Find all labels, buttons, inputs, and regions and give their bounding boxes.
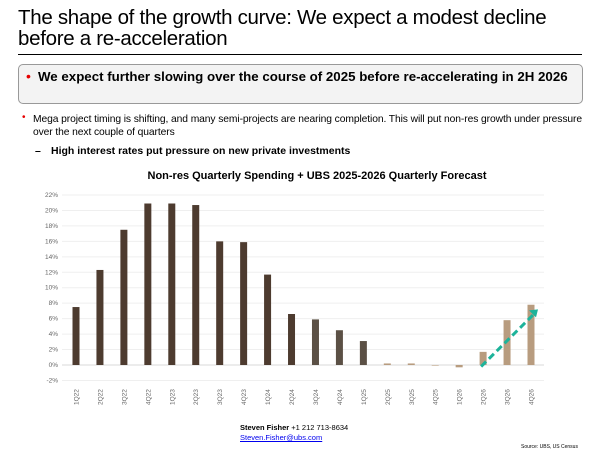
bar-1Q24 bbox=[264, 274, 272, 365]
bar-2Q24 bbox=[288, 314, 296, 365]
bullet-icon: • bbox=[22, 112, 26, 123]
x-tick-label: 3Q23 bbox=[217, 389, 224, 405]
sub-bullet-dash: – bbox=[35, 145, 41, 157]
y-tick-label: 14% bbox=[45, 254, 58, 261]
author-contact: Steven Fisher +1 212 713-8634 bbox=[240, 423, 348, 432]
author-name: Steven Fisher bbox=[240, 423, 290, 432]
y-tick-label: 2% bbox=[49, 347, 59, 354]
arrow-head-icon bbox=[529, 309, 538, 318]
x-tick-label: 2Q25 bbox=[385, 389, 392, 405]
x-tick-label: 1Q24 bbox=[265, 389, 272, 405]
chart-title: Non-res Quarterly Spending + UBS 2025-20… bbox=[147, 170, 487, 182]
bullet-text: Mega project timing is shifting, and man… bbox=[33, 114, 582, 138]
x-tick-label: 3Q25 bbox=[409, 389, 416, 405]
y-tick-label: 6% bbox=[49, 316, 59, 323]
bar-2Q26 bbox=[479, 351, 487, 365]
key-point-text: We expect further slowing over the cours… bbox=[38, 69, 568, 84]
bar-2Q25 bbox=[383, 363, 391, 365]
y-tick-label: 0% bbox=[49, 362, 59, 369]
x-tick-label: 3Q24 bbox=[313, 389, 320, 405]
y-tick-label: 8% bbox=[49, 300, 59, 307]
bar-4Q26 bbox=[527, 304, 535, 365]
y-tick-label: 18% bbox=[45, 223, 58, 230]
bar-4Q22 bbox=[144, 203, 152, 365]
x-tick-label: 1Q25 bbox=[361, 389, 368, 405]
bar-4Q23 bbox=[240, 242, 248, 365]
author-phone: +1 212 713-8634 bbox=[291, 423, 349, 432]
y-tick-label: 20% bbox=[45, 207, 58, 214]
bar-4Q24 bbox=[335, 330, 343, 365]
bullet-icon: • bbox=[26, 68, 31, 84]
x-tick-label: 1Q26 bbox=[457, 389, 464, 405]
x-tick-label: 4Q25 bbox=[433, 389, 440, 405]
x-tick-label: 4Q23 bbox=[241, 389, 248, 405]
y-tick-label: 12% bbox=[45, 269, 58, 276]
x-tick-label: 1Q23 bbox=[169, 389, 176, 405]
x-tick-label: 2Q22 bbox=[97, 389, 104, 405]
key-point-box: • We expect further slowing over the cou… bbox=[18, 64, 583, 104]
y-tick-label: -2% bbox=[46, 377, 58, 384]
bar-1Q26 bbox=[455, 365, 463, 368]
trend-arrow-line bbox=[480, 312, 536, 368]
title-divider bbox=[18, 54, 582, 55]
x-tick-label: 4Q26 bbox=[529, 389, 536, 405]
x-tick-label: 4Q24 bbox=[337, 389, 344, 405]
source-note: Source: UBS, US Census bbox=[521, 444, 578, 450]
y-tick-label: 4% bbox=[49, 331, 59, 338]
x-tick-label: 3Q22 bbox=[121, 389, 128, 405]
x-tick-label: 1Q22 bbox=[74, 389, 81, 405]
x-tick-label: 2Q23 bbox=[193, 389, 200, 405]
bar-2Q22 bbox=[96, 269, 104, 365]
bar-1Q22 bbox=[72, 307, 80, 365]
sub-bullet-text: High interest rates put pressure on new … bbox=[51, 145, 351, 157]
bar-4Q25 bbox=[431, 365, 439, 366]
author-email-link[interactable]: Steven.Fisher@ubs.com bbox=[240, 433, 323, 442]
y-tick-label: 22% bbox=[45, 192, 58, 199]
y-tick-label: 16% bbox=[45, 238, 58, 245]
slide-title: The shape of the growth curve: We expect… bbox=[18, 6, 547, 50]
x-tick-label: 2Q24 bbox=[289, 389, 296, 405]
bar-3Q22 bbox=[120, 229, 128, 365]
bar-1Q23 bbox=[168, 203, 176, 365]
y-tick-label: 10% bbox=[45, 285, 58, 292]
bar-3Q23 bbox=[216, 241, 224, 365]
x-tick-label: 3Q26 bbox=[505, 389, 512, 405]
bar-3Q24 bbox=[311, 319, 319, 365]
bar-1Q25 bbox=[359, 341, 367, 365]
bar-3Q25 bbox=[407, 363, 415, 365]
bar-2Q23 bbox=[192, 205, 200, 365]
x-tick-label: 2Q26 bbox=[481, 389, 488, 405]
x-tick-label: 4Q22 bbox=[145, 389, 152, 405]
